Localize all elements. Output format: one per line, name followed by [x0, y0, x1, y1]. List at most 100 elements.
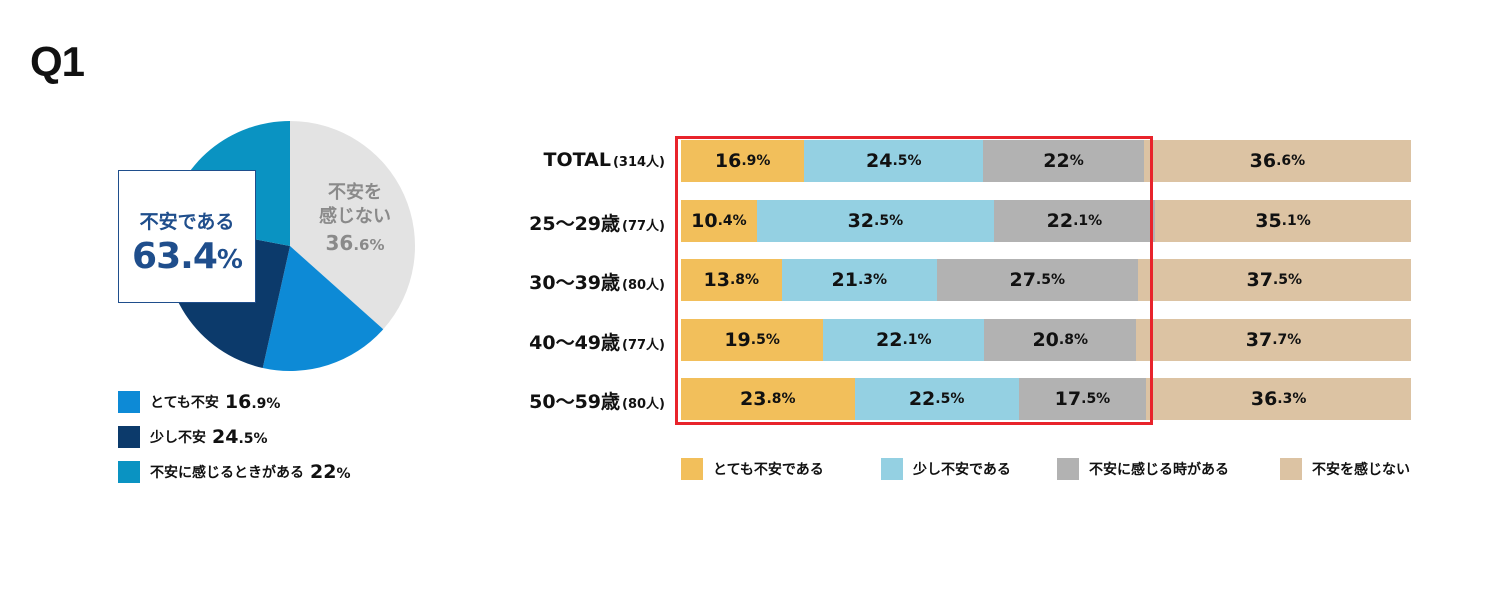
- bar-value-dec: .8%: [729, 272, 760, 288]
- bar-segment-slightly-anxious: 22.1%: [823, 318, 985, 361]
- bar-segment-not-anxious: 36.6%: [1143, 140, 1411, 182]
- pie-legend-value-very-int: 16: [224, 391, 252, 413]
- bar-value-dec: .1%: [902, 331, 932, 348]
- callout-value-number: 63.4: [132, 236, 218, 277]
- bar-value-int: 22: [908, 388, 936, 410]
- row-label-name: 30〜39歳: [529, 272, 621, 294]
- pie-legend-swatch-very: [118, 391, 140, 413]
- bar-value-int: 17: [1054, 388, 1082, 410]
- callout-value: 63.4%: [119, 236, 255, 277]
- bar-value-dec: %: [1069, 153, 1084, 169]
- bar-segment-sometimes-anxious: 22.1%: [993, 199, 1155, 242]
- pie-slice-not-anxious: [290, 121, 415, 330]
- bar-value-int: 36: [1250, 388, 1278, 410]
- bar-legend-item-slightly-anxious: 少し不安である: [881, 458, 1011, 480]
- row-label-count: (77人): [622, 337, 665, 353]
- pie-legend-label-slightly: 少し不安: [150, 430, 206, 446]
- bar-segment-very-anxious: 16.9%: [681, 140, 805, 182]
- bar-segment-not-anxious: 37.7%: [1136, 318, 1411, 361]
- row-label: 25〜29歳 (77人): [500, 209, 665, 236]
- pie-legend-value-sometimes-dec: %: [336, 466, 351, 482]
- bar-segment-not-anxious: 35.1%: [1155, 199, 1411, 242]
- bar-legend-swatch: [881, 458, 903, 480]
- pie-legend-item-slightly: 少し不安 24.5%: [118, 425, 350, 449]
- bar-value-dec: .8%: [766, 391, 796, 407]
- pie-legend-value-very-dec: .9%: [251, 396, 281, 412]
- bar-legend-label: とても不安である: [713, 462, 824, 478]
- bar-value-int: 27: [1009, 269, 1036, 291]
- anxious-total-callout: 不安である 63.4%: [118, 170, 256, 303]
- bar-value-int: 37: [1246, 269, 1273, 291]
- bar-segment-very-anxious: 10.4%: [681, 199, 757, 242]
- bar-value-dec: .1%: [1073, 212, 1103, 229]
- pie-legend-swatch-slightly: [118, 426, 140, 448]
- bar-value-dec: .5%: [935, 391, 965, 407]
- bar-legend-item-not-anxious: 不安を感じない: [1280, 458, 1410, 480]
- pie-not-anxious-value-int: 36: [325, 231, 354, 255]
- bar-value-int: 21: [831, 269, 858, 291]
- bar-value-dec: .5%: [892, 153, 922, 169]
- bar-value-dec: .5%: [874, 212, 904, 229]
- pie-slice-very-anxious: [262, 246, 384, 371]
- pie-legend-value-slightly: 24.5%: [212, 426, 268, 448]
- row-label: 50〜59歳 (80人): [500, 387, 665, 414]
- bar-value-int: 22: [876, 328, 903, 351]
- bar-value-dec: .8%: [1058, 331, 1088, 348]
- pie-legend-label-very: とても不安: [150, 395, 219, 411]
- bar-value-int: 37: [1245, 328, 1273, 351]
- row-label-count: (80人): [622, 278, 665, 293]
- bar-segment-slightly-anxious: 32.5%: [756, 199, 994, 242]
- bar-value-int: 16: [714, 150, 742, 172]
- bar-value-int: 13: [703, 269, 730, 291]
- callout-value-percent: %: [216, 245, 243, 275]
- row-label: TOTAL (314人): [500, 149, 665, 171]
- bar-segment-sometimes-anxious: 17.5%: [1018, 378, 1147, 420]
- bar-legend-swatch: [1280, 458, 1302, 480]
- bar-value-dec: .5%: [1272, 272, 1303, 288]
- bar-segment-not-anxious: 37.5%: [1137, 259, 1411, 301]
- bar-segment-very-anxious: 13.8%: [681, 259, 782, 301]
- pie-legend-value-sometimes: 22%: [310, 461, 350, 483]
- bar-value-int: 22: [1046, 209, 1074, 232]
- bar-value-int: 20: [1032, 328, 1059, 351]
- row-label-name: 50〜59歳: [529, 391, 621, 413]
- pie-legend-item-very: とても不安 16.9%: [118, 390, 350, 414]
- bar-value-int: 22: [1043, 150, 1070, 172]
- row-label-name: 40〜49歳: [529, 331, 621, 354]
- row-label: 40〜49歳 (77人): [500, 328, 665, 355]
- bar-value-dec: .3%: [1277, 391, 1307, 407]
- bar-legend-label: 少し不安である: [913, 462, 1011, 478]
- bar-value-dec: .7%: [1272, 331, 1302, 348]
- pie-legend-swatch-sometimes: [118, 461, 140, 483]
- row-label: 30〜39歳 (80人): [500, 268, 665, 295]
- bar-value-dec: .3%: [857, 272, 888, 288]
- anxious-highlight-frame: [675, 136, 1153, 425]
- bar-value-dec: .4%: [717, 212, 747, 229]
- bar-segment-not-anxious: 36.3%: [1146, 378, 1411, 420]
- pie-legend-label-sometimes: 不安に感じるときがある: [150, 465, 304, 481]
- bar-value-int: 35: [1255, 209, 1282, 232]
- bar-legend-label: 不安を感じない: [1312, 462, 1410, 478]
- bar-segment-slightly-anxious: 24.5%: [804, 140, 984, 182]
- bar-legend-label: 不安に感じる時がある: [1089, 462, 1229, 478]
- row-label-name: 25〜29歳: [529, 212, 621, 235]
- bar-value-int: 19: [724, 328, 751, 351]
- row-label-count: (80人): [622, 397, 665, 412]
- bar-segment-sometimes-anxious: 22%: [983, 140, 1144, 182]
- pie-legend-value-sometimes-int: 22: [310, 461, 337, 483]
- bar-segment-sometimes-anxious: 20.8%: [984, 318, 1137, 361]
- bar-value-dec: .6%: [1276, 153, 1306, 169]
- question-title: Q1: [30, 38, 85, 85]
- pie-legend-value-slightly-int: 24: [212, 426, 239, 448]
- row-label-name: TOTAL: [543, 149, 611, 171]
- bar-segment-slightly-anxious: 22.5%: [854, 378, 1019, 420]
- bar-value-dec: .5%: [1035, 272, 1066, 288]
- bar-value-int: 32: [847, 209, 875, 232]
- bar-value-int: 10: [691, 209, 718, 232]
- bar-value-dec: .9%: [741, 153, 771, 169]
- bar-value-int: 36: [1249, 150, 1277, 172]
- bar-segment-slightly-anxious: 21.3%: [781, 259, 937, 301]
- callout-label: 不安である: [139, 211, 235, 233]
- bar-value-dec: .5%: [1081, 391, 1111, 407]
- pie-legend-item-sometimes: 不安に感じるときがある 22%: [118, 460, 350, 484]
